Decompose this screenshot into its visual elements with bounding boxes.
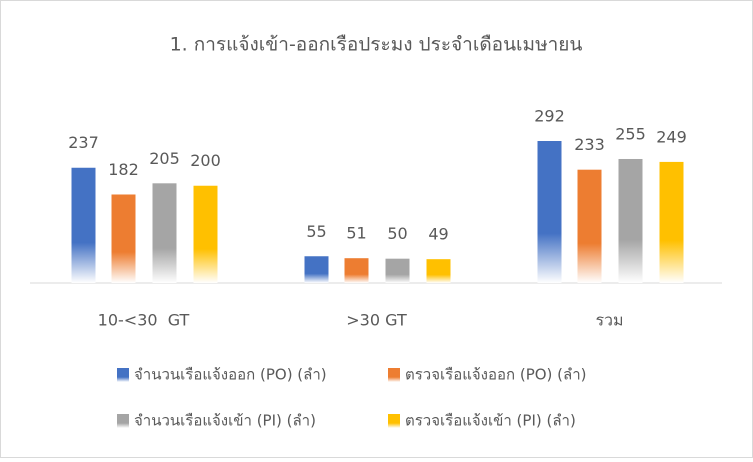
data-label: 49 xyxy=(428,225,448,244)
bar xyxy=(71,167,96,283)
bar xyxy=(659,161,684,283)
data-label: 51 xyxy=(346,224,366,243)
x-tick-label: รวม xyxy=(595,311,623,330)
legend-label: ตรวจเรือแจ้งเข้า (PI) (ลำ) xyxy=(405,412,576,430)
bar xyxy=(344,258,369,283)
bar xyxy=(304,256,329,283)
data-label: 255 xyxy=(615,124,646,143)
legend-label: จำนวนเรือแจ้งออก (PO) (ลำ) xyxy=(134,366,327,384)
legend-marker xyxy=(117,368,129,382)
x-tick-label: >30 GT xyxy=(346,311,407,330)
bar xyxy=(111,194,136,283)
legend-marker xyxy=(388,368,400,382)
data-label: 249 xyxy=(656,127,687,146)
chart-title: 1. การแจ้งเข้า-ออกเรือประมง ประจำเดือนเม… xyxy=(170,34,583,56)
legend-label: จำนวนเรือแจ้งเข้า (PI) (ลำ) xyxy=(134,412,316,430)
bar xyxy=(577,169,602,283)
data-label: 50 xyxy=(387,224,407,243)
data-label: 233 xyxy=(574,135,605,154)
data-label: 205 xyxy=(149,149,180,168)
data-label: 182 xyxy=(108,160,139,179)
data-label: 200 xyxy=(190,151,221,170)
data-label: 292 xyxy=(534,107,565,126)
bar xyxy=(385,258,410,283)
x-tick-label: 10-<30 GT xyxy=(98,311,190,330)
bar xyxy=(537,141,562,283)
data-label: 237 xyxy=(68,133,99,152)
legend-marker xyxy=(388,414,400,428)
bar xyxy=(426,259,451,283)
data-label: 55 xyxy=(306,222,326,241)
bar xyxy=(618,158,643,283)
legend-marker xyxy=(117,414,129,428)
bar xyxy=(152,183,177,283)
legend-label: ตรวจเรือแจ้งออก (PO) (ลำ) xyxy=(405,366,587,384)
bar xyxy=(193,185,218,283)
